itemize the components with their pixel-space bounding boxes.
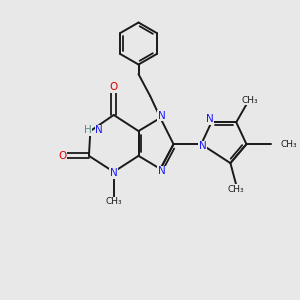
Text: O: O (58, 151, 67, 161)
Text: CH₃: CH₃ (105, 197, 122, 206)
Text: O: O (110, 82, 118, 92)
Text: N: N (206, 114, 214, 124)
Text: N: N (95, 125, 103, 136)
Text: CH₃: CH₃ (241, 96, 258, 105)
Text: N: N (110, 168, 118, 178)
Text: N: N (158, 166, 166, 176)
Text: CH₃: CH₃ (228, 185, 244, 194)
Text: CH₃: CH₃ (280, 140, 297, 149)
Text: H: H (84, 125, 91, 136)
Text: N: N (199, 142, 207, 152)
Text: N: N (158, 111, 166, 121)
